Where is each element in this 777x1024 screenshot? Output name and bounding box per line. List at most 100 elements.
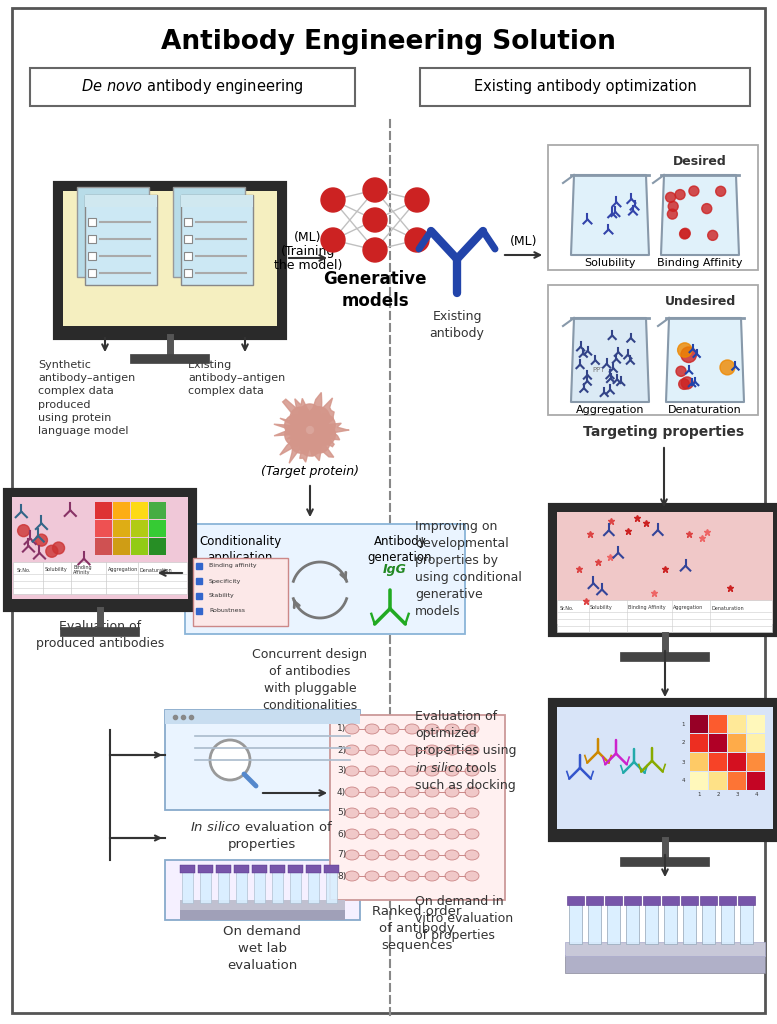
- Ellipse shape: [425, 808, 439, 818]
- Text: PPT: PPT: [592, 367, 605, 373]
- Text: Sr.No.: Sr.No.: [560, 605, 574, 610]
- Bar: [728, 734, 746, 752]
- Bar: [565, 955, 765, 973]
- Text: Denaturation: Denaturation: [711, 605, 744, 610]
- Text: Concurrent design
of antibodies
with pluggable
conditionalities: Concurrent design of antibodies with plu…: [253, 648, 368, 712]
- FancyBboxPatch shape: [165, 710, 360, 810]
- Text: (Target protein): (Target protein): [261, 465, 359, 478]
- Ellipse shape: [445, 724, 459, 734]
- Circle shape: [36, 535, 47, 546]
- Text: Solubility: Solubility: [45, 567, 68, 572]
- FancyBboxPatch shape: [548, 285, 758, 415]
- Ellipse shape: [365, 787, 379, 797]
- Polygon shape: [274, 392, 349, 463]
- Text: 2: 2: [716, 793, 720, 798]
- Bar: [95, 520, 112, 537]
- Ellipse shape: [405, 829, 419, 839]
- Ellipse shape: [425, 787, 439, 797]
- Bar: [738, 896, 755, 905]
- Circle shape: [363, 238, 387, 262]
- Ellipse shape: [425, 724, 439, 734]
- FancyBboxPatch shape: [12, 8, 765, 1013]
- Text: 3): 3): [337, 767, 347, 775]
- Polygon shape: [666, 318, 744, 402]
- FancyBboxPatch shape: [548, 145, 758, 270]
- Text: Existing
antibody: Existing antibody: [430, 310, 484, 340]
- FancyBboxPatch shape: [85, 195, 157, 207]
- Bar: [216, 865, 231, 873]
- Bar: [690, 772, 708, 790]
- Text: 3: 3: [735, 793, 739, 798]
- Circle shape: [321, 228, 345, 252]
- Circle shape: [678, 343, 692, 357]
- Bar: [709, 715, 727, 733]
- Ellipse shape: [345, 766, 359, 776]
- Circle shape: [363, 208, 387, 232]
- Circle shape: [708, 230, 718, 241]
- Bar: [149, 538, 166, 555]
- Ellipse shape: [405, 766, 419, 776]
- Ellipse shape: [445, 808, 459, 818]
- FancyBboxPatch shape: [185, 524, 465, 634]
- Text: 3: 3: [681, 760, 685, 765]
- Ellipse shape: [425, 745, 439, 755]
- Text: Aggregation: Aggregation: [673, 605, 703, 610]
- Circle shape: [299, 403, 320, 425]
- Text: Antibody
generation: Antibody generation: [368, 535, 432, 564]
- Bar: [747, 753, 765, 771]
- Bar: [180, 900, 345, 910]
- Bar: [747, 772, 765, 790]
- Ellipse shape: [425, 871, 439, 881]
- Polygon shape: [661, 175, 739, 255]
- FancyBboxPatch shape: [181, 195, 253, 207]
- Bar: [747, 734, 765, 752]
- Circle shape: [405, 188, 429, 212]
- Bar: [131, 502, 148, 519]
- Ellipse shape: [445, 850, 459, 860]
- Circle shape: [668, 202, 678, 211]
- Bar: [690, 734, 708, 752]
- Bar: [728, 772, 746, 790]
- Ellipse shape: [465, 724, 479, 734]
- Bar: [218, 870, 229, 903]
- Text: Synthetic
antibody–antigen
complex data
produced
using protein
language model: Synthetic antibody–antigen complex data …: [38, 360, 135, 436]
- Ellipse shape: [445, 787, 459, 797]
- FancyBboxPatch shape: [173, 187, 245, 278]
- Bar: [270, 865, 285, 873]
- Circle shape: [308, 432, 330, 453]
- Circle shape: [678, 379, 689, 389]
- Ellipse shape: [465, 850, 479, 860]
- FancyBboxPatch shape: [55, 183, 285, 338]
- Ellipse shape: [345, 724, 359, 734]
- Ellipse shape: [405, 808, 419, 818]
- Text: 1: 1: [697, 793, 701, 798]
- Bar: [709, 753, 727, 771]
- Bar: [702, 902, 715, 944]
- Text: $\it{De\ novo}$ antibody engineering: $\it{De\ novo}$ antibody engineering: [81, 78, 303, 96]
- Ellipse shape: [405, 724, 419, 734]
- Bar: [719, 896, 736, 905]
- Ellipse shape: [445, 871, 459, 881]
- FancyBboxPatch shape: [85, 195, 157, 285]
- Ellipse shape: [365, 829, 379, 839]
- Bar: [113, 538, 130, 555]
- Text: 2: 2: [681, 740, 685, 745]
- Ellipse shape: [425, 766, 439, 776]
- Bar: [252, 865, 267, 873]
- Bar: [683, 902, 696, 944]
- Bar: [740, 902, 753, 944]
- Text: Targeting properties: Targeting properties: [584, 425, 744, 439]
- Text: Stability: Stability: [209, 594, 235, 598]
- Circle shape: [363, 178, 387, 202]
- Text: Generative
models: Generative models: [323, 270, 427, 310]
- Bar: [131, 538, 148, 555]
- Ellipse shape: [385, 871, 399, 881]
- FancyBboxPatch shape: [184, 218, 192, 226]
- Circle shape: [681, 347, 696, 362]
- Bar: [236, 870, 247, 903]
- Ellipse shape: [385, 787, 399, 797]
- Ellipse shape: [345, 808, 359, 818]
- Bar: [288, 865, 303, 873]
- Bar: [569, 902, 582, 944]
- Ellipse shape: [345, 829, 359, 839]
